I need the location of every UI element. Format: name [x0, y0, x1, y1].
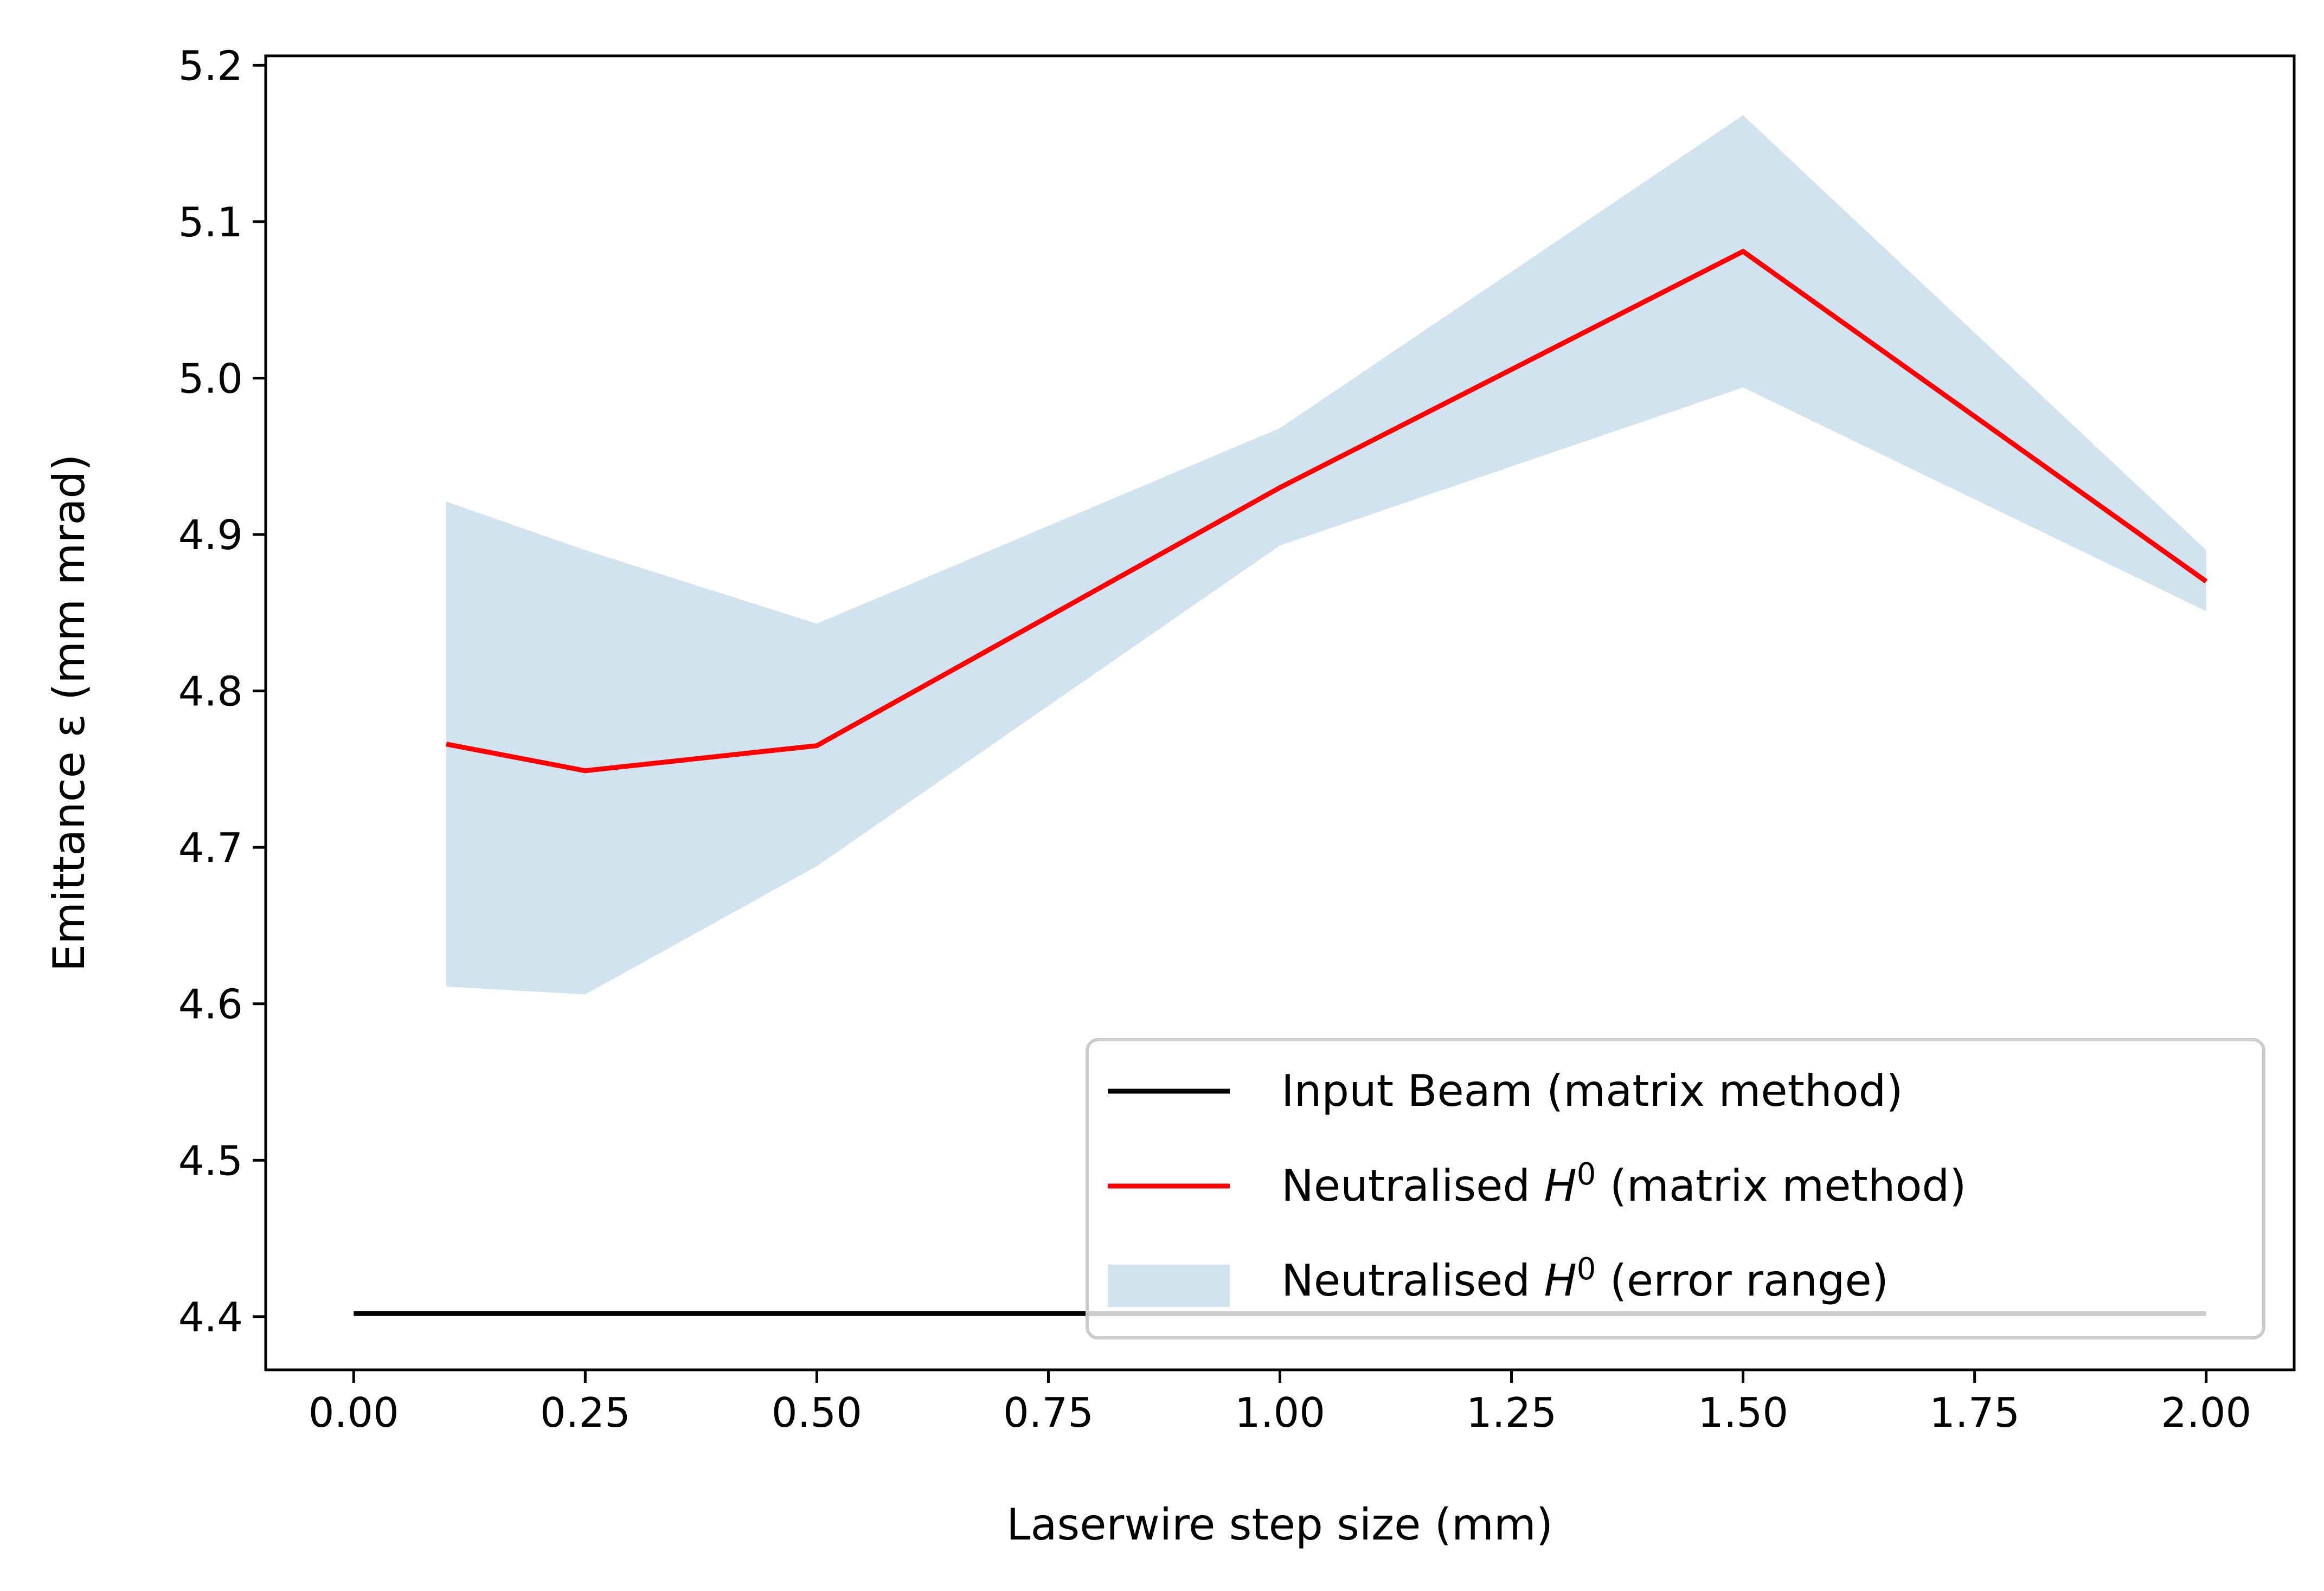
legend-swatch-error-range	[1108, 1265, 1230, 1307]
legend-label-neutralised-line: Neutralised H0 (matrix method)	[1281, 1157, 1966, 1211]
x-tick-label: 2.00	[2161, 1389, 2251, 1437]
x-tick-label: 0.00	[309, 1389, 399, 1437]
legend: Input Beam (matrix method) Neutralised H…	[1086, 1038, 2265, 1339]
x-tick-label: 0.50	[772, 1389, 862, 1437]
x-tick-label: 0.25	[540, 1389, 631, 1437]
legend-label-input-beam: Input Beam (matrix method)	[1281, 1066, 1903, 1116]
x-axis-label: Laserwire step size (mm)	[1006, 1499, 1553, 1550]
x-tick-label: 0.75	[1003, 1389, 1094, 1437]
x-tick-label: 1.50	[1698, 1389, 1788, 1437]
y-tick-label: 4.4	[178, 1293, 243, 1341]
legend-box	[1086, 1038, 2265, 1339]
x-tick-label: 1.00	[1235, 1389, 1325, 1437]
y-tick-label: 4.6	[178, 981, 243, 1028]
y-tick-label: 5.2	[178, 42, 243, 89]
error-band-layer	[446, 115, 2206, 995]
y-tick-label: 4.7	[178, 824, 243, 872]
x-axis-ticks: 0.00 0.25 0.50 0.75 1.00 1.25 1.50 1.75 2.00	[309, 1370, 2251, 1437]
y-axis-label: Emittance ε (mm mrad)	[44, 454, 94, 972]
y-axis-ticks: 4.4 4.5 4.6 4.7 4.8 4.9 5.0 5.1 5.2	[178, 42, 266, 1341]
error-range-band	[446, 115, 2206, 995]
x-tick-label: 1.25	[1466, 1389, 1557, 1437]
neutralised-h0-line	[446, 249, 2208, 774]
y-tick-label: 4.8	[178, 668, 243, 716]
legend-label-error-range: Neutralised H0 (error range)	[1281, 1252, 1889, 1306]
y-tick-label: 4.9	[178, 511, 243, 559]
y-tick-label: 5.0	[178, 355, 243, 402]
x-tick-label: 1.75	[1929, 1389, 2020, 1437]
y-tick-label: 5.1	[178, 198, 243, 246]
y-tick-label: 4.5	[178, 1137, 243, 1184]
